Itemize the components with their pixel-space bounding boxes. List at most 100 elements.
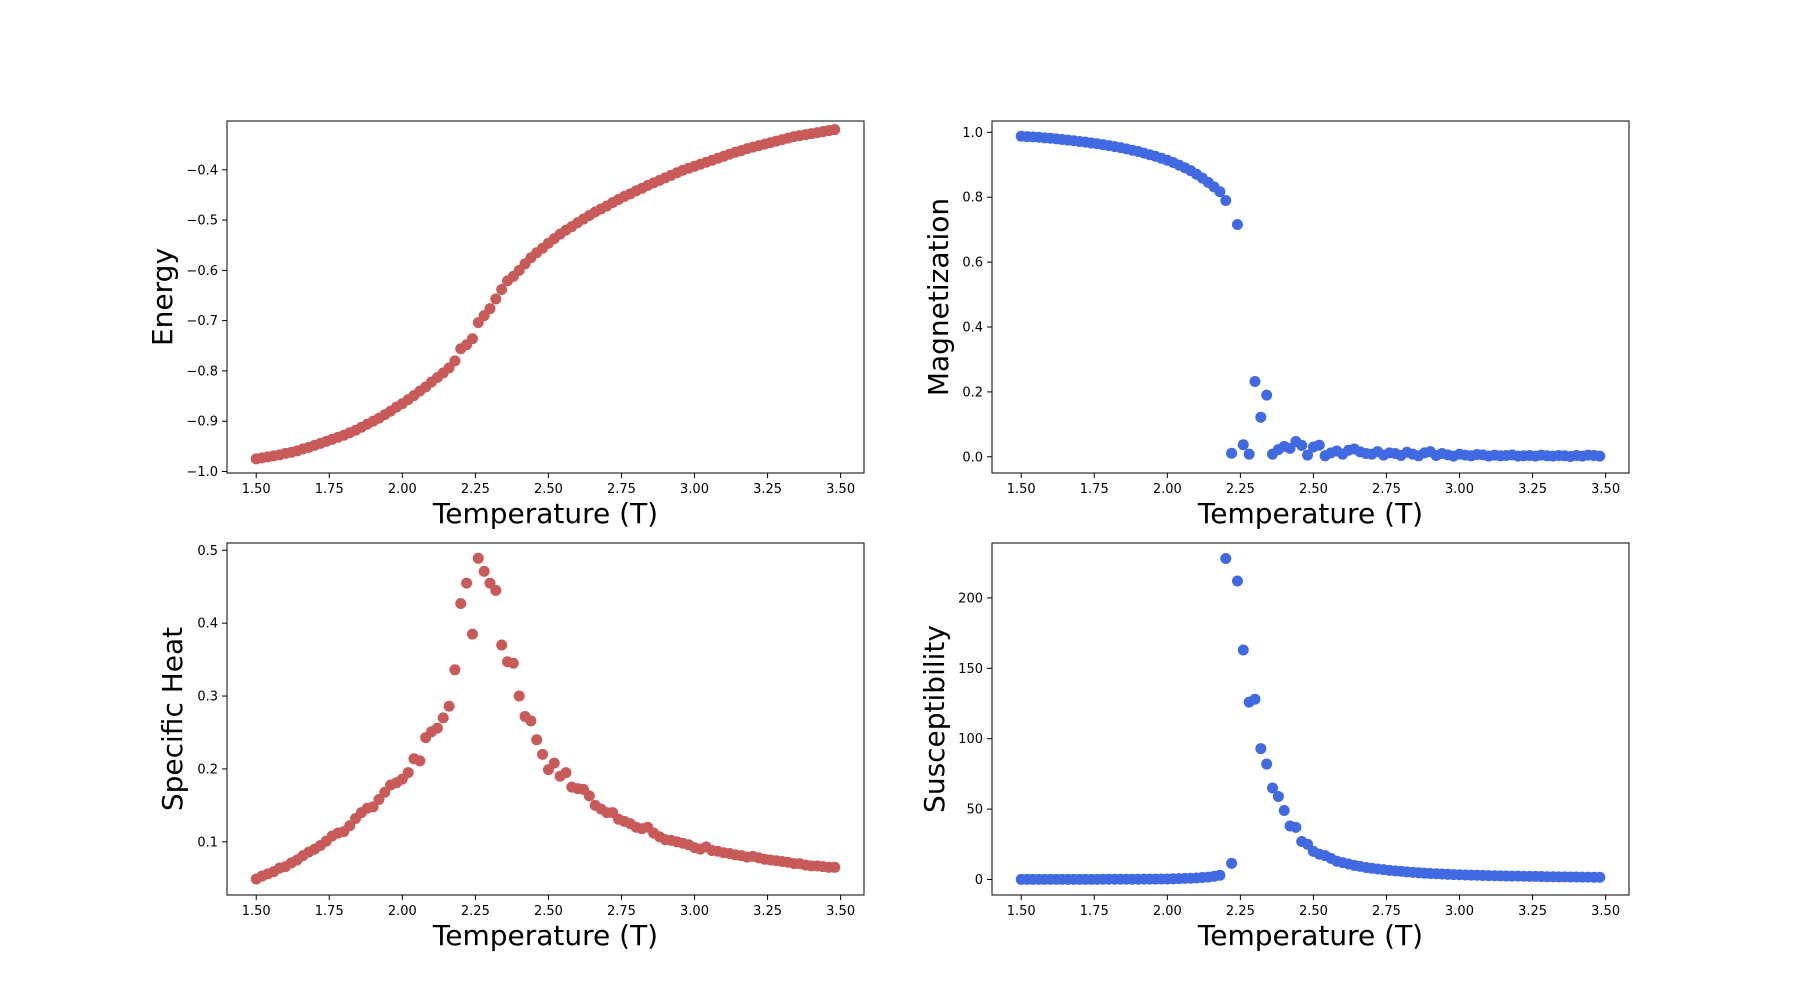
specific-heat-x-tick-label: 2.25	[461, 904, 490, 919]
specific-heat-point	[472, 552, 484, 564]
specific-heat-point	[461, 577, 473, 589]
magnetization-point	[1296, 439, 1308, 451]
specific-heat-x-ticks: 1.50 1.75 2.00 2.25 2.50 2.75 3.00 3.25 3.50	[242, 895, 855, 919]
specific-heat-x-tick-label: 3.00	[680, 904, 709, 919]
magnetization-point	[1261, 389, 1273, 401]
energy-x-axis-label: Temperature (T)	[432, 497, 658, 530]
specific-heat-point	[437, 712, 449, 724]
specific-heat-y-tick-label: 0.5	[197, 544, 218, 559]
specific-heat-x-tick-label: 2.50	[534, 904, 563, 919]
energy-y-tick-label: −0.7	[186, 314, 218, 329]
susceptibility-x-tick-label: 3.50	[1591, 904, 1620, 919]
susceptibility-y-ticks: 0 50 100 150 200	[958, 591, 992, 888]
magnetization-point	[1243, 448, 1255, 460]
susceptibility-x-tick-label: 1.50	[1007, 904, 1036, 919]
specific-heat-point	[583, 790, 595, 802]
specific-heat-point	[402, 767, 414, 779]
magnetization-x-tick-label: 3.00	[1445, 482, 1474, 497]
specific-heat-point	[537, 748, 549, 760]
specific-heat-point	[829, 861, 841, 873]
energy-x-tick-label: 2.50	[534, 482, 563, 497]
susceptibility-point	[1231, 575, 1243, 587]
susceptibility-x-tick-label: 2.50	[1299, 904, 1328, 919]
magnetization-point	[1231, 218, 1243, 230]
energy-point	[449, 355, 461, 367]
magnetization-point	[1226, 447, 1238, 459]
magnetization-x-tick-label: 1.50	[1007, 482, 1036, 497]
specific-heat-y-tick-label: 0.1	[197, 835, 218, 850]
energy-x-tick-label: 2.75	[607, 482, 636, 497]
magnetization-point	[1255, 411, 1267, 423]
specific-heat-point	[449, 664, 461, 676]
specific-heat-x-axis-label: Temperature (T)	[432, 919, 658, 952]
specific-heat-x-tick-label: 3.50	[826, 904, 855, 919]
magnetization-y-axis-label: Magnetization	[922, 198, 955, 396]
magnetization-y-ticks: 0.0 0.2 0.4 0.6 0.8 1.0	[962, 126, 992, 465]
susceptibility-y-tick-label: 0	[975, 873, 983, 888]
magnetization-x-axis-label: Temperature (T)	[1197, 497, 1423, 530]
susceptibility-point	[1220, 552, 1232, 564]
magnetization-x-tick-label: 2.00	[1153, 482, 1182, 497]
specific-heat-point	[560, 767, 572, 779]
energy-y-tick-label: −0.9	[186, 415, 218, 430]
susceptibility-point	[1272, 790, 1284, 802]
energy-x-tick-label: 1.50	[242, 482, 271, 497]
magnetization-y-tick-label: 0.6	[962, 256, 983, 271]
susceptibility-x-axis-label: Temperature (T)	[1197, 919, 1423, 952]
susceptibility-y-tick-label: 150	[958, 662, 983, 677]
specific-heat-x-tick-label: 2.75	[607, 904, 636, 919]
magnetization-x-tick-label: 3.25	[1518, 482, 1547, 497]
magnetization-plot-frame	[991, 120, 1630, 474]
susceptibility-points	[1015, 552, 1606, 885]
magnetization-x-ticks: 1.50 1.75 2.00 2.25 2.50 2.75 3.00 3.25 3.50	[1007, 473, 1620, 497]
magnetization-points	[1015, 130, 1606, 462]
susceptibility-point	[1594, 871, 1606, 883]
specific-heat-point	[455, 597, 467, 609]
susceptibility-y-axis-label: Susceptibility	[918, 625, 951, 813]
magnetization-point	[1220, 194, 1232, 206]
magnetization-point	[1302, 449, 1314, 461]
specific-heat-point	[531, 734, 543, 746]
specific-heat-x-tick-label: 2.00	[388, 904, 417, 919]
energy-point	[829, 124, 841, 136]
susceptibility-point	[1267, 782, 1279, 794]
magnetization-y-tick-label: 0.0	[962, 450, 983, 465]
magnetization-y-tick-label: 0.2	[962, 385, 983, 400]
specific-heat-point	[414, 755, 426, 767]
energy-point	[466, 333, 478, 345]
magnetization-point	[1237, 439, 1249, 451]
specific-heat-point	[443, 700, 455, 712]
magnetization-panel: 1.50 1.75 2.00 2.25 2.50 2.75 3.00 3.25 3.50 0.0…	[922, 120, 1630, 530]
specific-heat-y-tick-label: 0.4	[197, 617, 218, 632]
specific-heat-point	[496, 639, 508, 651]
susceptibility-x-tick-label: 3.00	[1445, 904, 1474, 919]
susceptibility-x-tick-label: 2.75	[1372, 904, 1401, 919]
magnetization-x-tick-label: 2.25	[1226, 482, 1255, 497]
susceptibility-y-tick-label: 50	[966, 803, 983, 818]
specific-heat-point	[431, 722, 443, 734]
energy-panel: 1.50 1.75 2.00 2.25 2.50 2.75 3.00 3.25 3.50 −1.…	[146, 120, 865, 530]
energy-y-ticks: −1.0 −0.9 −0.8 −0.7 −0.6 −0.5 −0.4	[186, 163, 227, 480]
susceptibility-panel: 1.50 1.75 2.00 2.25 2.50 2.75 3.00 3.25 3.50 0 50…	[918, 542, 1630, 952]
energy-points	[250, 124, 841, 465]
susceptibility-x-tick-label: 3.25	[1518, 904, 1547, 919]
susceptibility-point	[1278, 805, 1290, 817]
energy-point	[490, 293, 502, 305]
specific-heat-y-ticks: 0.1 0.2 0.3 0.4 0.5	[197, 544, 227, 850]
energy-y-tick-label: −1.0	[186, 465, 218, 480]
magnetization-y-tick-label: 1.0	[962, 126, 983, 141]
energy-plot-frame	[226, 120, 865, 474]
specific-heat-y-tick-label: 0.3	[197, 690, 218, 705]
energy-x-ticks: 1.50 1.75 2.00 2.25 2.50 2.75 3.00 3.25 3.50	[242, 473, 855, 497]
susceptibility-point	[1255, 743, 1267, 755]
susceptibility-point	[1261, 758, 1273, 770]
magnetization-point	[1594, 450, 1606, 462]
energy-point	[484, 303, 496, 315]
specific-heat-point	[507, 657, 519, 669]
energy-x-tick-label: 2.00	[388, 482, 417, 497]
specific-heat-point	[525, 715, 537, 727]
specific-heat-point	[548, 757, 560, 769]
susceptibility-point	[1249, 693, 1261, 705]
susceptibility-x-tick-label: 1.75	[1080, 904, 1109, 919]
